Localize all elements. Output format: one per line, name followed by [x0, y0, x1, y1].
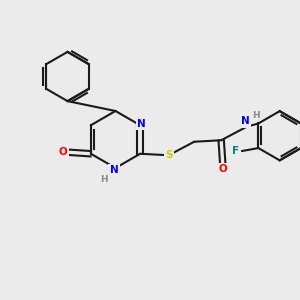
Text: N: N	[110, 165, 118, 176]
Text: O: O	[58, 147, 67, 157]
Text: N: N	[241, 116, 250, 126]
Text: H: H	[100, 175, 108, 184]
Text: N: N	[137, 119, 146, 129]
Text: H: H	[252, 112, 260, 120]
Text: S: S	[165, 150, 172, 160]
Text: F: F	[232, 146, 239, 156]
Text: O: O	[218, 164, 227, 174]
